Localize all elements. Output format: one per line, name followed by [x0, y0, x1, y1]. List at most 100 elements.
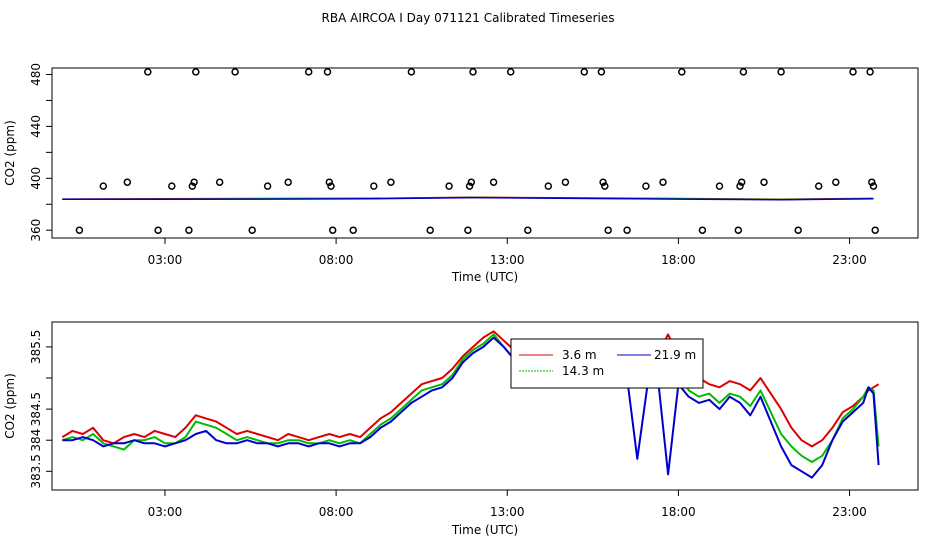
top-data-point [192, 68, 200, 76]
top-data-point [215, 178, 224, 186]
bottom-y-tick-label: 385.5 [29, 330, 43, 364]
top-panel: 360 400 440 480 03:00 08:00 13:00 18:00 23:00 T… [3, 63, 919, 284]
bottom-x-tick-label: 03:00 [148, 505, 183, 519]
top-data-point [349, 226, 357, 234]
top-data-point [99, 182, 108, 190]
top-data-point [871, 226, 879, 234]
top-data-point [284, 178, 292, 186]
bottom-series-3-6-m [61, 330, 880, 448]
top-data-point [506, 68, 515, 76]
top-x-tick-label: 03:00 [148, 253, 183, 267]
bottom-x-tick-label: 18:00 [661, 505, 696, 519]
top-data-point [623, 226, 631, 234]
top-x-tick-label: 18:00 [661, 253, 696, 267]
top-data-point [734, 226, 743, 234]
top-data-point [794, 226, 802, 234]
bottom-x-ticks: 03:00 08:00 13:00 18:00 23:00 [148, 490, 867, 519]
top-data-point [465, 182, 474, 190]
top-y-axis-label: CO2 (ppm) [3, 120, 17, 186]
top-data-point [642, 182, 650, 190]
top-data-point [561, 178, 570, 186]
top-data-point [185, 226, 193, 234]
legend: 3.6 m 21.9 m 14.3 m [510, 338, 704, 389]
legend-label-3-6m: 3.6 m [562, 348, 597, 362]
top-data-point [407, 68, 416, 76]
bottom-y-tick-label: 384 [29, 429, 43, 452]
top-data-point [760, 178, 768, 186]
top-x-tick-label: 13:00 [490, 253, 525, 267]
top-data-point [604, 226, 612, 234]
top-y-tick-label: 480 [29, 63, 43, 86]
top-data-point [190, 178, 198, 186]
top-data-point [445, 182, 453, 190]
bottom-y-tick-label: 383.5 [29, 454, 43, 488]
top-x-axis-label: Time (UTC) [451, 270, 518, 284]
top-data-point [75, 226, 84, 234]
top-data-point [323, 68, 332, 76]
top-data-point [601, 182, 609, 190]
figure-title: RBA AIRCOA I Day 071121 Calibrated Times… [322, 11, 615, 25]
top-plot-frame [51, 67, 919, 239]
legend-box [510, 338, 704, 389]
top-data-point [599, 178, 607, 186]
legend-label-14-3m: 14.3 m [562, 364, 604, 378]
top-series [62, 196, 874, 201]
top-data-point [866, 68, 874, 76]
bottom-y-axis-label: CO2 (ppm) [3, 373, 17, 439]
bottom-plot-frame [51, 321, 919, 491]
top-data-point [868, 178, 876, 186]
bottom-y-ticks: 383.5 384 384.5 385.5 [29, 330, 52, 489]
legend-label-21-9m: 21.9 m [654, 348, 696, 362]
top-x-tick-label: 23:00 [832, 253, 867, 267]
top-data-point [327, 182, 335, 190]
top-data-point [304, 68, 313, 76]
top-data-point [814, 182, 823, 190]
top-data-point [849, 68, 857, 76]
top-y-tick-label: 440 [29, 115, 43, 138]
bottom-y-tick-label: 384.5 [29, 392, 43, 426]
top-data-point [426, 226, 434, 234]
top-data-point [387, 178, 395, 186]
top-data-point [715, 182, 724, 190]
bottom-x-tick-label: 08:00 [319, 505, 354, 519]
top-data-point [469, 68, 477, 76]
bottom-x-axis-label: Time (UTC) [451, 523, 518, 537]
top-data-point [777, 68, 785, 76]
top-data-point [736, 182, 744, 190]
top-series-21-9-m [62, 196, 874, 201]
top-data-point [544, 182, 553, 190]
top-data-point [524, 226, 532, 234]
bottom-panel: 383.5 384 384.5 385.5 03:00 08:00 13:00 18:00 2… [3, 321, 919, 537]
bottom-series [61, 330, 880, 479]
bottom-series-21-9-m [62, 336, 880, 479]
top-data-point [489, 178, 498, 186]
top-data-point [123, 178, 132, 186]
top-data-point [464, 226, 472, 234]
top-y-tick-label: 360 [29, 219, 43, 242]
top-data-point [832, 178, 840, 186]
top-data-point [188, 182, 197, 190]
top-data-point [737, 178, 746, 186]
top-data-point [678, 68, 686, 76]
top-y-tick-label: 400 [29, 167, 43, 190]
top-points [75, 68, 879, 234]
top-data-point [328, 226, 337, 234]
top-data-point [739, 68, 748, 76]
bottom-x-tick-label: 13:00 [490, 505, 525, 519]
bottom-series-14-3-m [62, 333, 880, 463]
top-data-point [869, 182, 878, 190]
top-data-point [698, 226, 707, 234]
top-data-point [168, 182, 176, 190]
top-data-point [370, 182, 378, 190]
top-data-point [467, 178, 476, 186]
top-y-ticks: 360 400 440 480 [29, 63, 52, 242]
top-data-point [263, 182, 272, 190]
top-data-point [144, 68, 152, 76]
top-data-point [659, 178, 667, 186]
top-data-point [580, 68, 589, 76]
top-data-point [154, 226, 162, 234]
top-x-tick-label: 08:00 [319, 253, 354, 267]
top-data-point [231, 68, 239, 76]
top-data-point [325, 178, 334, 186]
